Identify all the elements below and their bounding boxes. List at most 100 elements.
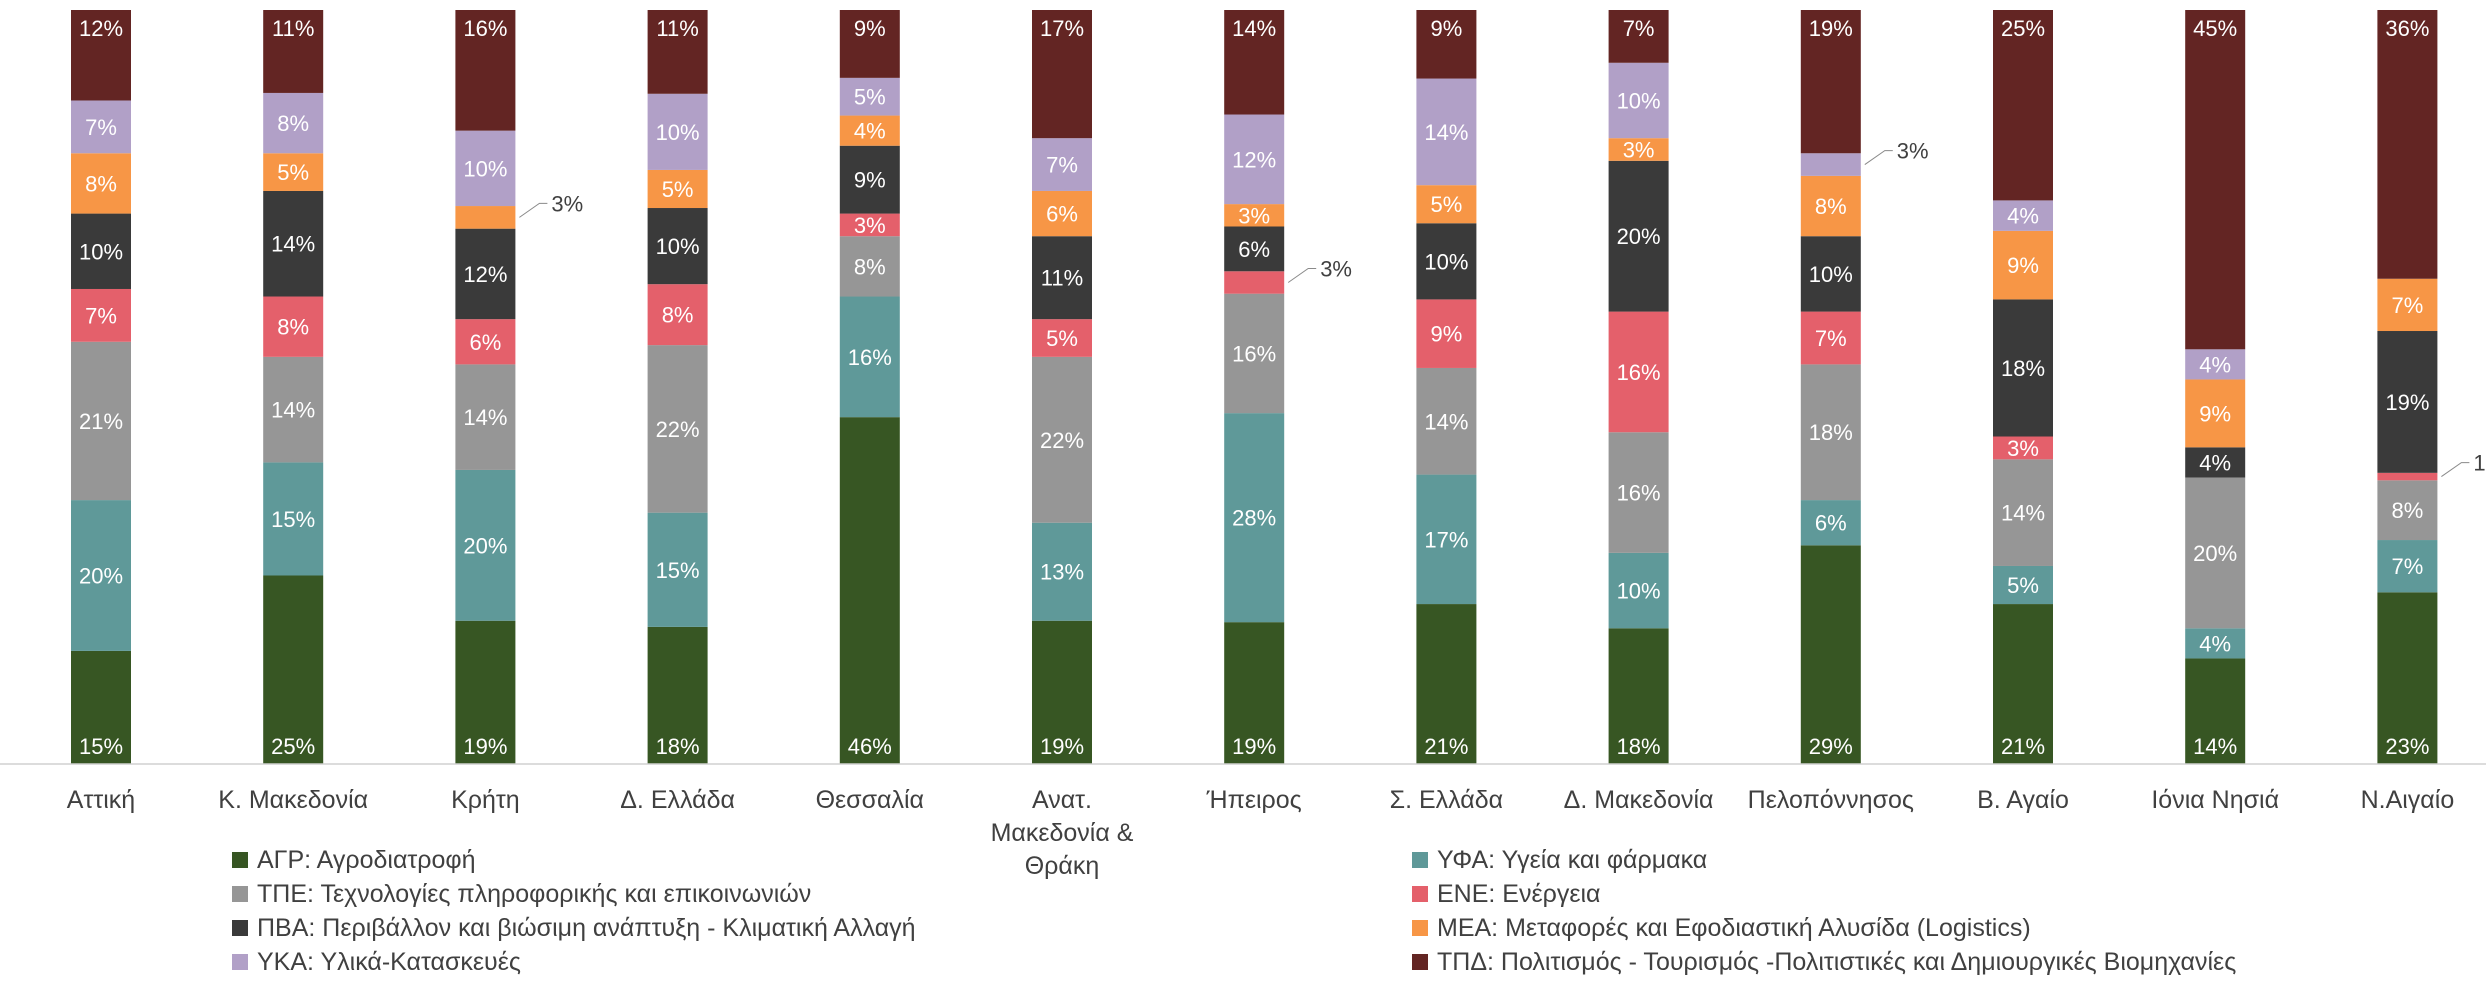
bar-segment-12-7: [2185, 349, 2246, 380]
bar-segment-10-8: [1800, 10, 1861, 154]
bar-segment-5-6: [839, 115, 900, 146]
data-label-2-1: 25%: [271, 734, 315, 759]
bar-segment-3-8: [455, 10, 516, 131]
data-label-6-2: 13%: [1040, 560, 1084, 585]
data-label-2-2: 15%: [271, 507, 315, 532]
leader-line-3-6: [519, 202, 548, 218]
data-label-5-6: 4%: [854, 119, 886, 144]
bar-segment-11-8: [1993, 10, 2053, 201]
bar-segment-10-1: [1800, 545, 1861, 764]
data-label-5-5: 9%: [854, 168, 886, 193]
data-label-4-5: 10%: [656, 234, 700, 259]
bar-segment-10-3: [1800, 364, 1861, 501]
bar-segment-12-3: [2185, 477, 2246, 629]
legend-swatch-4: [1412, 886, 1428, 902]
bar-segment-13-3: [2377, 480, 2438, 541]
bar-segment-3-2: [455, 469, 516, 621]
legend-label-2: ΥΦΑ: Υγεία και φάρμακα: [1437, 846, 1707, 874]
category-label-5: Θεσσαλία: [816, 786, 924, 814]
bar-segment-4-6: [647, 169, 708, 209]
leader-line-7-4: [1287, 267, 1317, 283]
category-label-11: Β. Αγαίο: [1977, 786, 2069, 814]
bar-segment-13-4: [2377, 472, 2438, 481]
bar-segment-5-1: [839, 417, 900, 764]
category-label-2: Κ. Μακεδονία: [218, 786, 368, 814]
data-label-5-1: 46%: [848, 734, 892, 759]
data-label-7-1: 19%: [1232, 734, 1276, 759]
bar-segment-13-2: [2377, 540, 2438, 593]
data-label-12-7: 4%: [2199, 352, 2231, 377]
data-label-11-7: 4%: [2007, 204, 2039, 229]
legend-label-8: ΤΠΔ: Πολιτισμός - Τουρισμός -Πολιτιστικέ…: [1437, 948, 2236, 976]
data-label-9-2: 10%: [1617, 579, 1661, 604]
bar-segment-2-8: [263, 10, 324, 93]
bar-segment-13-8: [2377, 10, 2438, 279]
data-label-13-2: 7%: [2392, 554, 2424, 579]
data-label-2-6: 5%: [277, 160, 309, 185]
bar-segment-2-3: [263, 356, 324, 463]
data-label-3-4: 6%: [470, 330, 502, 355]
data-label-2-8: 11%: [272, 16, 314, 41]
data-label-10-1: 29%: [1809, 734, 1853, 759]
legend-label-7: ΥΚΑ: Υλικά-Κατασκευές: [257, 948, 521, 976]
bar-segment-4-2: [647, 512, 708, 627]
data-label-7-5: 6%: [1238, 237, 1270, 262]
data-label-6-6: 6%: [1046, 202, 1078, 227]
bar-segment-9-7: [1608, 62, 1669, 139]
bar-segment-8-1: [1416, 604, 1477, 764]
bar-segment-7-5: [1224, 226, 1285, 272]
bar-segment-11-6: [1993, 230, 2053, 300]
data-label-2-7: 8%: [277, 111, 309, 136]
bar-segment-6-2: [1032, 522, 1092, 621]
data-label-5-8: 9%: [854, 16, 886, 41]
legend-label-3: ΤΠΕ: Τεχνολογίες πληροφορικής και επικοι…: [257, 880, 811, 908]
data-label-7-2: 28%: [1232, 506, 1276, 531]
bar-segment-10-5: [1800, 236, 1861, 312]
legend-label-4: ΕΝΕ: Ενέργεια: [1437, 880, 1601, 908]
data-label-1-2: 20%: [79, 564, 123, 589]
bar-segment-5-2: [839, 296, 900, 418]
data-label-7-3: 16%: [1232, 341, 1276, 366]
data-label-5-2: 16%: [848, 345, 892, 370]
bar-segment-10-4: [1800, 311, 1861, 365]
legend-swatch-5: [232, 920, 248, 936]
data-label-10-8: 19%: [1809, 16, 1853, 41]
data-label-8-5: 10%: [1424, 249, 1468, 274]
bar-segment-1-3: [71, 341, 131, 501]
data-label-13-6: 7%: [2392, 293, 2424, 318]
data-label-3-5: 12%: [463, 262, 507, 287]
category-label-4: Δ. Ελλάδα: [620, 786, 735, 814]
data-label-13-8: 36%: [2385, 16, 2429, 41]
bar-segment-13-5: [2377, 331, 2438, 473]
bar-segment-11-3: [1993, 459, 2053, 566]
bar-segment-8-8: [1416, 10, 1477, 79]
legend-swatch-2: [1412, 852, 1428, 868]
bar-segment-2-5: [263, 190, 324, 297]
data-label-9-5: 20%: [1617, 224, 1661, 249]
outside-data-label-10-7: 3%: [1897, 139, 1929, 164]
category-label-12: Ιόνια Νησιά: [2151, 786, 2279, 814]
category-label-10: Πελοπόννησος: [1748, 786, 1914, 814]
data-label-3-2: 20%: [463, 533, 507, 558]
bar-segment-1-4: [71, 288, 131, 342]
leader-line-13-4: [2441, 462, 2470, 477]
bar-segment-1-5: [71, 213, 131, 289]
data-label-1-6: 8%: [85, 171, 117, 196]
data-label-5-3: 8%: [854, 254, 886, 279]
category-label-6-line-1: Ανατ.: [1032, 786, 1092, 814]
category-label-1: Αττική: [67, 786, 135, 814]
bar-segment-11-7: [1993, 200, 2053, 231]
bar-segment-3-6: [455, 206, 516, 229]
data-label-6-4: 5%: [1046, 326, 1078, 351]
data-label-11-2: 5%: [2007, 573, 2039, 598]
bar-segment-5-3: [839, 236, 900, 297]
data-label-2-3: 14%: [271, 398, 315, 423]
data-label-12-1: 14%: [2193, 734, 2237, 759]
data-label-13-5: 19%: [2385, 390, 2429, 415]
data-label-4-4: 8%: [662, 303, 694, 328]
bar-segment-4-8: [647, 10, 708, 94]
data-label-7-6: 3%: [1238, 203, 1270, 228]
bar-segment-11-2: [1993, 565, 2053, 605]
data-label-4-6: 5%: [662, 177, 694, 202]
data-label-6-8: 17%: [1040, 16, 1084, 41]
